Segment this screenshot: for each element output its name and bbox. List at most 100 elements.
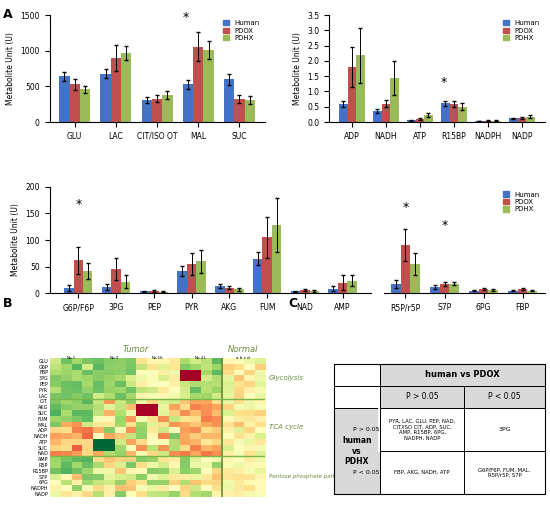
Text: 3PG: 3PG <box>498 427 511 432</box>
Bar <box>193 47 204 122</box>
Bar <box>478 289 488 294</box>
Bar <box>518 118 526 122</box>
Text: *: * <box>183 11 189 24</box>
Bar <box>424 115 433 122</box>
Bar <box>140 292 149 294</box>
Text: A: A <box>3 8 12 21</box>
Bar <box>458 107 466 122</box>
Bar <box>178 271 187 294</box>
Bar <box>121 282 130 294</box>
Bar <box>400 245 410 294</box>
Bar <box>475 121 483 122</box>
Bar <box>380 386 464 408</box>
Bar <box>527 291 537 294</box>
Bar <box>492 121 500 122</box>
Bar <box>111 58 121 122</box>
Bar <box>380 451 464 494</box>
Legend: Human, PDOX, PDHX: Human, PDOX, PDHX <box>501 19 541 43</box>
Bar <box>224 79 234 122</box>
Text: Tumor: Tumor <box>123 345 148 354</box>
Bar <box>80 89 90 122</box>
Bar <box>483 121 492 122</box>
Text: Glycolysis: Glycolysis <box>269 375 304 381</box>
Bar <box>142 100 152 122</box>
Text: No.3: No.3 <box>109 356 119 360</box>
Bar <box>310 291 319 294</box>
Text: No.1: No.1 <box>67 356 75 360</box>
Bar <box>74 260 83 294</box>
Text: No.21: No.21 <box>194 356 206 360</box>
Text: FBP, AKG, NADH, ATP: FBP, AKG, NADH, ATP <box>394 470 450 475</box>
Bar <box>300 289 310 294</box>
Bar <box>441 103 450 122</box>
Bar <box>410 264 420 294</box>
Bar <box>518 289 527 294</box>
Text: P > 0.05: P > 0.05 <box>353 427 379 432</box>
Bar <box>469 291 478 294</box>
Bar <box>111 269 121 294</box>
Bar <box>328 288 338 294</box>
Bar <box>439 284 449 294</box>
Bar <box>488 289 498 294</box>
Bar <box>291 292 300 294</box>
Bar <box>464 408 544 451</box>
Bar <box>378 408 380 451</box>
Legend: Human, PDOX, PDHX: Human, PDOX, PDHX <box>501 190 541 214</box>
Legend: Human, PDOX, PDHX: Human, PDOX, PDHX <box>222 19 261 43</box>
Text: Pentose phosphate pathway: Pentose phosphate pathway <box>269 474 347 479</box>
Text: TCA cycle: TCA cycle <box>269 424 303 430</box>
Text: C: C <box>289 297 298 310</box>
Bar <box>464 451 544 494</box>
Bar <box>162 95 173 122</box>
Y-axis label: Metabolite Unit (U): Metabolite Unit (U) <box>10 204 20 276</box>
Text: *: * <box>75 198 81 210</box>
Bar <box>183 84 193 122</box>
Text: G6P/F6P, FUM, MAL,
R5P/r5P, S7P: G6P/F6P, FUM, MAL, R5P/r5P, S7P <box>478 467 531 478</box>
Y-axis label: Metabolite Unit (U): Metabolite Unit (U) <box>6 32 15 105</box>
Text: P > 0.05: P > 0.05 <box>406 392 438 402</box>
Bar <box>449 284 459 294</box>
Bar <box>334 364 380 386</box>
Bar <box>262 237 272 294</box>
Bar <box>382 104 390 122</box>
Text: P < 0.05: P < 0.05 <box>488 392 521 402</box>
Bar <box>509 118 518 122</box>
Text: *: * <box>442 219 448 232</box>
Bar <box>373 112 382 122</box>
Bar <box>464 386 544 408</box>
Bar <box>234 99 245 122</box>
Bar <box>334 408 380 494</box>
Text: *: * <box>441 76 447 89</box>
Text: human vs PDOX: human vs PDOX <box>425 370 499 379</box>
Bar <box>356 55 365 122</box>
Bar <box>152 98 162 122</box>
Text: P < 0.05: P < 0.05 <box>353 470 379 475</box>
Bar <box>121 53 131 122</box>
Text: B: B <box>3 297 12 310</box>
Bar <box>102 287 111 294</box>
Bar <box>59 77 70 122</box>
Bar <box>245 100 255 122</box>
Bar <box>526 117 535 122</box>
Bar <box>348 67 356 122</box>
Text: Normal: Normal <box>228 345 258 354</box>
Bar <box>450 104 458 122</box>
Bar <box>187 264 196 294</box>
Bar <box>508 291 518 294</box>
Bar <box>196 262 206 294</box>
Bar <box>101 74 111 122</box>
Bar <box>407 121 416 122</box>
Y-axis label: Metabolite Unit (U): Metabolite Unit (U) <box>293 32 302 105</box>
Bar <box>215 286 224 294</box>
Text: human
vs
PDHX: human vs PDHX <box>342 436 372 466</box>
Bar <box>390 78 399 122</box>
Bar <box>149 291 158 294</box>
Bar <box>380 364 544 386</box>
Bar <box>204 50 214 122</box>
Bar <box>339 104 348 122</box>
Text: No.16: No.16 <box>151 356 163 360</box>
Bar <box>334 386 380 408</box>
Bar <box>224 287 234 294</box>
Bar <box>416 119 424 122</box>
Bar <box>253 259 262 294</box>
